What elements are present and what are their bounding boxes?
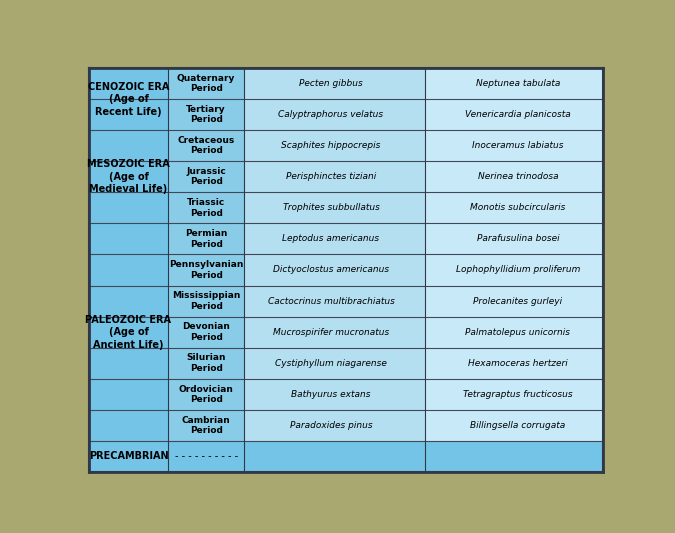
Bar [244, 130, 425, 161]
Text: Perisphinctes tiziani: Perisphinctes tiziani [286, 172, 376, 181]
Bar [425, 130, 603, 161]
Text: Tertiary
Period: Tertiary Period [186, 105, 226, 124]
Bar [244, 99, 425, 130]
Bar [244, 441, 425, 472]
Bar [168, 348, 244, 379]
Text: Paradoxides pinus: Paradoxides pinus [290, 421, 373, 430]
Bar [168, 254, 244, 286]
Text: Jurassic
Period: Jurassic Period [186, 167, 226, 187]
Text: Devonian
Period: Devonian Period [182, 322, 230, 342]
Bar [425, 99, 603, 130]
Text: Bathyurus extans: Bathyurus extans [291, 390, 371, 399]
Text: Pennsylvanian
Period: Pennsylvanian Period [169, 260, 244, 280]
Text: PALEOZOIC ERA
(Age of
Ancient Life): PALEOZOIC ERA (Age of Ancient Life) [86, 314, 171, 350]
Bar [168, 192, 244, 223]
Text: - - - - - - - - - -: - - - - - - - - - - [175, 451, 238, 462]
Bar [168, 286, 244, 317]
Text: Palmatolepus unicornis: Palmatolepus unicornis [465, 328, 570, 337]
Text: Nerinea trinodosa: Nerinea trinodosa [477, 172, 558, 181]
Text: Cambrian
Period: Cambrian Period [182, 416, 231, 435]
Text: Scaphites hippocrepis: Scaphites hippocrepis [281, 141, 381, 150]
Bar [425, 410, 603, 441]
Text: Dictyoclostus americanus: Dictyoclostus americanus [273, 265, 389, 274]
Bar [244, 410, 425, 441]
Bar [244, 317, 425, 348]
Bar [425, 441, 603, 472]
Text: Venericardia planicosta: Venericardia planicosta [465, 110, 570, 119]
Bar [244, 254, 425, 286]
Bar [425, 254, 603, 286]
Bar [244, 161, 425, 192]
Bar [168, 223, 244, 254]
Bar [425, 286, 603, 317]
Text: Tetragraptus fructicosus: Tetragraptus fructicosus [463, 390, 572, 399]
Text: Parafusulina bosei: Parafusulina bosei [477, 235, 559, 244]
Bar [168, 161, 244, 192]
Text: Silurian
Period: Silurian Period [186, 353, 226, 373]
Bar [425, 317, 603, 348]
Text: Lophophyllidium proliferum: Lophophyllidium proliferum [456, 265, 580, 274]
Text: Prolecanites gurleyi: Prolecanites gurleyi [473, 296, 562, 305]
Text: Triassic
Period: Triassic Period [187, 198, 225, 217]
Bar [168, 99, 244, 130]
Bar [168, 68, 244, 99]
Bar [244, 379, 425, 410]
Text: Leptodus americanus: Leptodus americanus [282, 235, 379, 244]
Bar [244, 192, 425, 223]
Bar [244, 286, 425, 317]
Text: Cretaceous
Period: Cretaceous Period [178, 136, 235, 156]
Bar [168, 379, 244, 410]
Bar [244, 348, 425, 379]
Bar [244, 223, 425, 254]
Text: Ordovician
Period: Ordovician Period [179, 384, 234, 404]
Text: Neptunea tabulata: Neptunea tabulata [476, 79, 560, 88]
Text: PRECAMBRIAN: PRECAMBRIAN [88, 451, 168, 462]
Text: Hexamoceras hertzeri: Hexamoceras hertzeri [468, 359, 568, 368]
Text: Pecten gibbus: Pecten gibbus [299, 79, 363, 88]
Bar [168, 130, 244, 161]
Bar [425, 223, 603, 254]
Bar [425, 161, 603, 192]
Text: Cactocrinus multibrachiatus: Cactocrinus multibrachiatus [267, 296, 394, 305]
Bar [168, 441, 244, 472]
Bar [425, 348, 603, 379]
Text: Trophites subbullatus: Trophites subbullatus [283, 204, 379, 212]
Bar [425, 192, 603, 223]
Text: Permian
Period: Permian Period [185, 229, 227, 248]
Bar [425, 68, 603, 99]
Text: MESOZOIC ERA
(Age of
Medieval Life): MESOZOIC ERA (Age of Medieval Life) [87, 159, 170, 194]
Bar [425, 379, 603, 410]
Text: Quaternary
Period: Quaternary Period [177, 74, 236, 93]
Bar [88, 68, 168, 472]
Text: CENOZOIC ERA
(Age of
Recent Life): CENOZOIC ERA (Age of Recent Life) [88, 82, 169, 117]
Text: Billingsella corrugata: Billingsella corrugata [470, 421, 566, 430]
Bar [168, 410, 244, 441]
Bar [168, 317, 244, 348]
Text: Inoceramus labiatus: Inoceramus labiatus [472, 141, 564, 150]
Text: Monotis subcircularis: Monotis subcircularis [470, 204, 566, 212]
Text: Mississippian
Period: Mississippian Period [172, 292, 240, 311]
Bar [244, 68, 425, 99]
Text: Cystiphyllum niagarense: Cystiphyllum niagarense [275, 359, 387, 368]
Text: Mucrospirifer mucronatus: Mucrospirifer mucronatus [273, 328, 389, 337]
Text: Calyptraphorus velatus: Calyptraphorus velatus [278, 110, 383, 119]
